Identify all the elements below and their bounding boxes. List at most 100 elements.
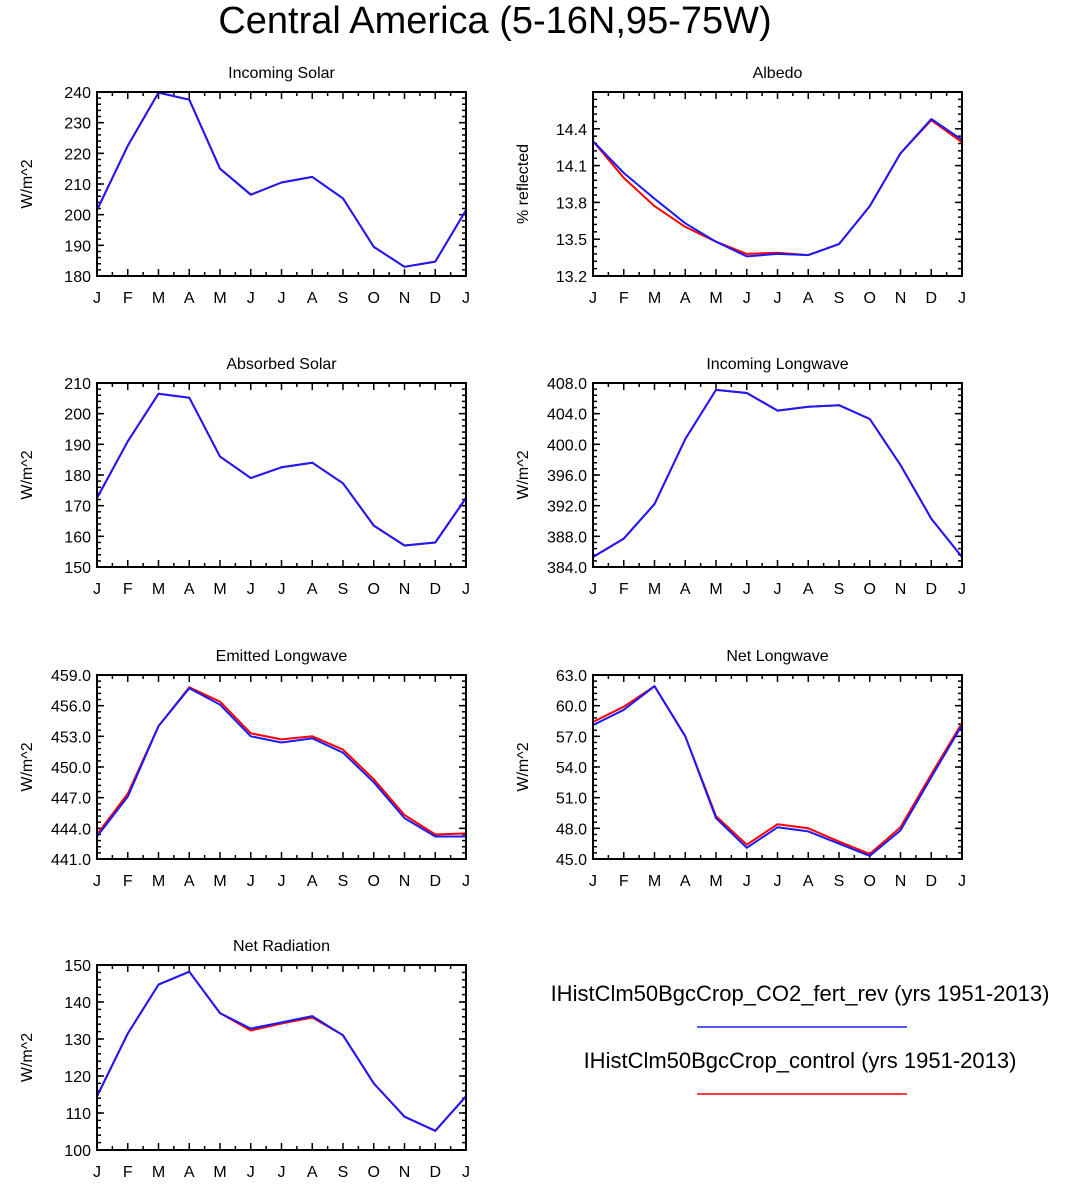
absorbed-solar-ytick-label: 150 (64, 560, 91, 577)
net-radiation-title: Net Radiation (233, 938, 330, 955)
incoming-longwave-ytick-label: 404.0 (547, 407, 587, 424)
incoming-solar-ytick-label: 240 (64, 85, 91, 102)
incoming-solar-xtick-label: J (247, 290, 255, 307)
emitted-longwave-xtick-label: J (93, 873, 101, 890)
emitted-longwave-xtick-label: M (152, 873, 165, 890)
incoming-longwave-xtick-label: M (709, 581, 722, 598)
absorbed-solar-xtick-label: J (462, 581, 470, 598)
incoming-longwave-ylabel: W/m^2 (515, 450, 532, 499)
incoming-solar-series-fert-rev (96, 91, 467, 268)
net-radiation-ytick-label: 150 (64, 958, 91, 975)
net-longwave-ytick-label: 48.0 (556, 821, 587, 838)
absorbed-solar-xtick-label: S (338, 581, 349, 598)
net-longwave-series-fert-rev (592, 685, 963, 857)
net-longwave-ytick-label: 54.0 (556, 760, 587, 777)
absorbed-solar-xtick-label: F (123, 581, 133, 598)
absorbed-solar-ytick-label: 190 (64, 437, 91, 454)
incoming-longwave-frame (592, 382, 963, 568)
incoming-longwave-ytick-label: 384.0 (547, 560, 587, 577)
absorbed-solar-ytick-label: 200 (64, 407, 91, 424)
emitted-longwave-ylabel: W/m^2 (19, 742, 36, 791)
net-longwave-xtick-label: J (774, 873, 782, 890)
net-radiation-ytick-label: 120 (64, 1069, 91, 1086)
albedo-series-control (592, 119, 963, 257)
absorbed-solar-series-control (96, 392, 467, 547)
emitted-longwave-xtick-label: F (123, 873, 133, 890)
net-longwave-frame (592, 674, 963, 860)
albedo-ytick-label: 14.1 (556, 159, 587, 176)
emitted-longwave-xtick-label: J (247, 873, 255, 890)
net-radiation-series-fert-rev (96, 970, 467, 1132)
absorbed-solar-ytick-label: 170 (64, 499, 91, 516)
absorbed-solar-xtick-label: M (213, 581, 226, 598)
albedo-xtick-label: J (774, 290, 782, 307)
emitted-longwave-xtick-label: N (399, 873, 411, 890)
net-radiation-xtick-label: J (93, 1164, 101, 1181)
incoming-solar-series-control (96, 91, 467, 268)
albedo-ylabel: % reflected (515, 144, 532, 224)
incoming-solar-ytick-label: 200 (64, 208, 91, 225)
incoming-longwave-series-fert-rev (592, 388, 963, 558)
absorbed-solar-ylabel: W/m^2 (19, 450, 36, 499)
net-radiation-xtick-label: J (278, 1164, 286, 1181)
incoming-solar-ytick-label: 210 (64, 177, 91, 194)
absorbed-solar-xtick-label: D (429, 581, 441, 598)
incoming-longwave-xtick-label: J (774, 581, 782, 598)
net-radiation-xtick-label: M (152, 1164, 165, 1181)
incoming-longwave-ytick-label: 400.0 (547, 437, 587, 454)
absorbed-solar-xtick-label: A (184, 581, 195, 598)
incoming-solar-xtick-label: J (278, 290, 286, 307)
albedo-xtick-label: A (680, 290, 691, 307)
incoming-solar-xtick-label: S (338, 290, 349, 307)
net-radiation-xtick-label: O (368, 1164, 380, 1181)
emitted-longwave-ytick-label: 459.0 (51, 668, 91, 685)
incoming-solar-xtick-label: F (123, 290, 133, 307)
incoming-solar-xtick-label: M (213, 290, 226, 307)
incoming-longwave-xtick-label: S (834, 581, 845, 598)
incoming-solar-ytick-label: 190 (64, 238, 91, 255)
incoming-solar-title: Incoming Solar (228, 65, 335, 82)
net-longwave-series-control (592, 685, 963, 855)
albedo-frame (592, 91, 963, 277)
incoming-solar-xtick-label: O (368, 290, 380, 307)
albedo-xtick-label: N (895, 290, 907, 307)
net-longwave-ytick-label: 51.0 (556, 791, 587, 808)
incoming-longwave-xtick-label: F (619, 581, 629, 598)
absorbed-solar-ytick-label: 210 (64, 376, 91, 393)
incoming-solar-xtick-label: A (184, 290, 195, 307)
emitted-longwave-xtick-label: M (213, 873, 226, 890)
net-longwave-ytick-label: 60.0 (556, 699, 587, 716)
albedo-ytick-label: 13.2 (556, 269, 587, 286)
net-longwave-xtick-label: D (925, 873, 937, 890)
incoming-solar-ytick-label: 230 (64, 116, 91, 133)
albedo-ytick-label: 14.4 (556, 122, 587, 139)
net-longwave-xtick-label: S (834, 873, 845, 890)
absorbed-solar-xtick-label: J (93, 581, 101, 598)
emitted-longwave-series-fert-rev (96, 687, 466, 838)
incoming-longwave-xtick-label: N (895, 581, 907, 598)
albedo-xtick-label: M (709, 290, 722, 307)
incoming-solar-xtick-label: J (462, 290, 470, 307)
emitted-longwave-ytick-label: 450.0 (51, 760, 91, 777)
incoming-longwave-xtick-label: J (743, 581, 751, 598)
net-radiation-xtick-label: J (247, 1164, 255, 1181)
incoming-longwave-xtick-label: O (864, 581, 876, 598)
incoming-solar-xtick-label: A (307, 290, 318, 307)
incoming-longwave-xtick-label: A (680, 581, 691, 598)
incoming-solar-xtick-label: J (93, 290, 101, 307)
net-longwave-xtick-label: A (680, 873, 691, 890)
absorbed-solar-frame (96, 382, 467, 568)
absorbed-solar-xtick-label: J (247, 581, 255, 598)
absorbed-solar-xtick-label: M (152, 581, 165, 598)
net-longwave-ytick-label: 45.0 (556, 852, 587, 869)
incoming-longwave-xtick-label: A (803, 581, 814, 598)
net-radiation-ytick-label: 100 (64, 1143, 91, 1160)
emitted-longwave-xtick-label: O (368, 873, 380, 890)
